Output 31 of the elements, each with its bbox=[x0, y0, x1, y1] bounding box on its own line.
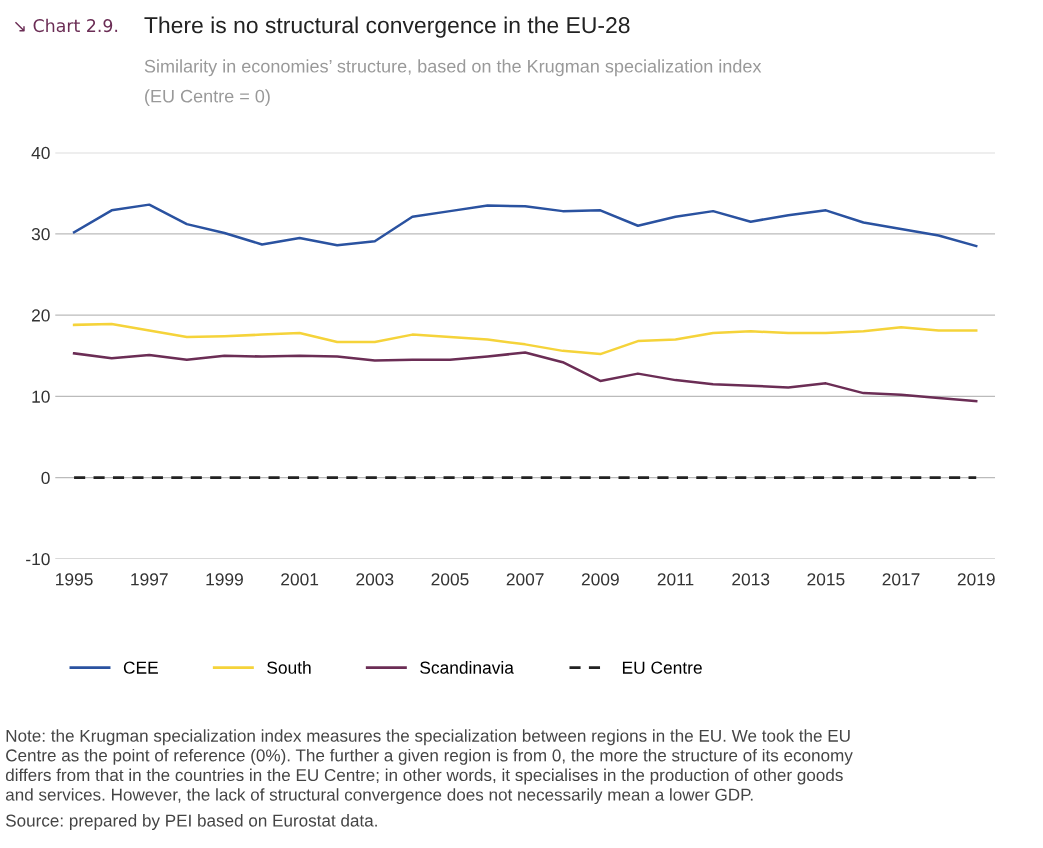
x-tick-label: 2015 bbox=[807, 573, 845, 586]
y-tick-label: -10 bbox=[26, 553, 50, 566]
chart-title: There is no structural convergence in the EU-28 bbox=[144, 16, 630, 38]
line-series bbox=[72, 322, 978, 356]
y-tick-label: 30 bbox=[31, 228, 50, 241]
x-tick-label: 1997 bbox=[131, 573, 168, 586]
x-tick-label: 2009 bbox=[581, 573, 619, 586]
line-series bbox=[72, 203, 978, 248]
x-tick-label: 1999 bbox=[206, 573, 243, 586]
x-tick-label: 2017 bbox=[882, 573, 920, 586]
text: ↘ Chart 2.9. bbox=[14, 18, 118, 33]
legend-label: EU Centre bbox=[622, 661, 702, 674]
legend-label: CEE bbox=[123, 661, 158, 674]
legend-label: South bbox=[267, 661, 311, 674]
x-tick-label: 2013 bbox=[732, 573, 770, 586]
y-tick-label: 0 bbox=[41, 471, 50, 485]
legend-label: Scandinavia bbox=[420, 661, 514, 674]
y-tick-label: 20 bbox=[31, 309, 50, 322]
x-tick-label: 1995 bbox=[56, 573, 93, 586]
x-tick-label: 2005 bbox=[431, 573, 469, 586]
x-tick-label: 2007 bbox=[506, 573, 544, 586]
y-tick-label: 40 bbox=[31, 146, 50, 160]
source-note: Source: prepared by PEI based on Eurostat data. bbox=[5, 814, 377, 830]
text: Note: the Krugman specialization index measures the specialization between regions in the EU. We took the EU Centre as the point of reference (0%). The further a given region is from 0, the more the structure of its economy differs from that in the countries in the EU Centre; in other words, it specialises in the production of other goods and services. However, the lack of structural convergence does not necessarily mean a lower GDP. bbox=[5, 729, 853, 805]
x-tick-label: 2003 bbox=[356, 573, 394, 586]
x-tick-label: 2019 bbox=[957, 573, 995, 586]
chart-subtitle: Similarity in economies’ structure, based on the Krugman specialization index (EU Centre = 0) bbox=[144, 59, 762, 107]
x-tick-label: 2011 bbox=[657, 573, 694, 586]
x-tick-label: 2001 bbox=[281, 573, 319, 586]
line-series bbox=[72, 351, 978, 403]
y-tick-label: 10 bbox=[32, 390, 50, 403]
